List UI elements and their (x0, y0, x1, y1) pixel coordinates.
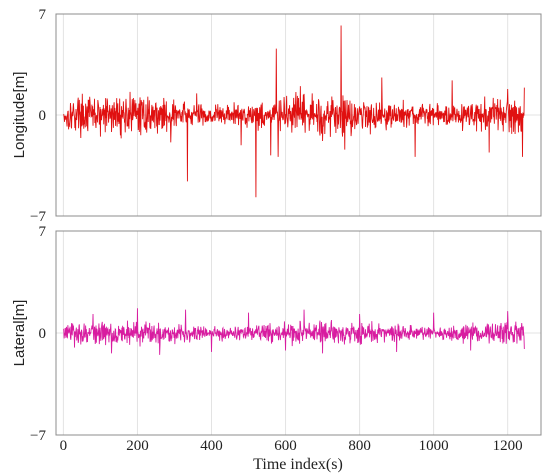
lateral-y-axis-label: Lateral[m] (11, 300, 28, 367)
y-tick-label: 7 (39, 224, 47, 240)
longitude-y-axis-label: Longitude[m] (11, 72, 28, 159)
x-tick-label: 1000 (419, 438, 449, 454)
lateral-plot-frame (55, 230, 542, 436)
x-tick-label: 600 (274, 438, 297, 454)
x-tick-label: 800 (348, 438, 371, 454)
x-axis-ticks: 0 200 400 600 800 1000 1200 (60, 438, 523, 454)
x-tick-label: 200 (126, 438, 149, 454)
y-tick-label: −7 (30, 209, 46, 225)
y-tick-label: 0 (39, 108, 47, 124)
longitude-y-ticks: −7 0 7 (30, 7, 46, 225)
lateral-series-line (63, 308, 525, 355)
x-tick-label: 1200 (493, 438, 523, 454)
x-tick-label: 0 (60, 438, 68, 454)
longitude-plot-frame (55, 13, 542, 217)
longitude-series-line (63, 25, 525, 198)
y-tick-label: 7 (39, 7, 47, 23)
x-axis-label: Time index(s) (253, 456, 343, 473)
longitude-panel: −7 0 7 Longitude[m] (11, 7, 542, 225)
y-tick-label: −7 (30, 428, 46, 444)
y-tick-label: 0 (39, 326, 47, 342)
lateral-panel: −7 0 7 Lateral[m] (11, 224, 542, 444)
x-tick-label: 400 (200, 438, 223, 454)
lateral-y-ticks: −7 0 7 (30, 224, 46, 444)
